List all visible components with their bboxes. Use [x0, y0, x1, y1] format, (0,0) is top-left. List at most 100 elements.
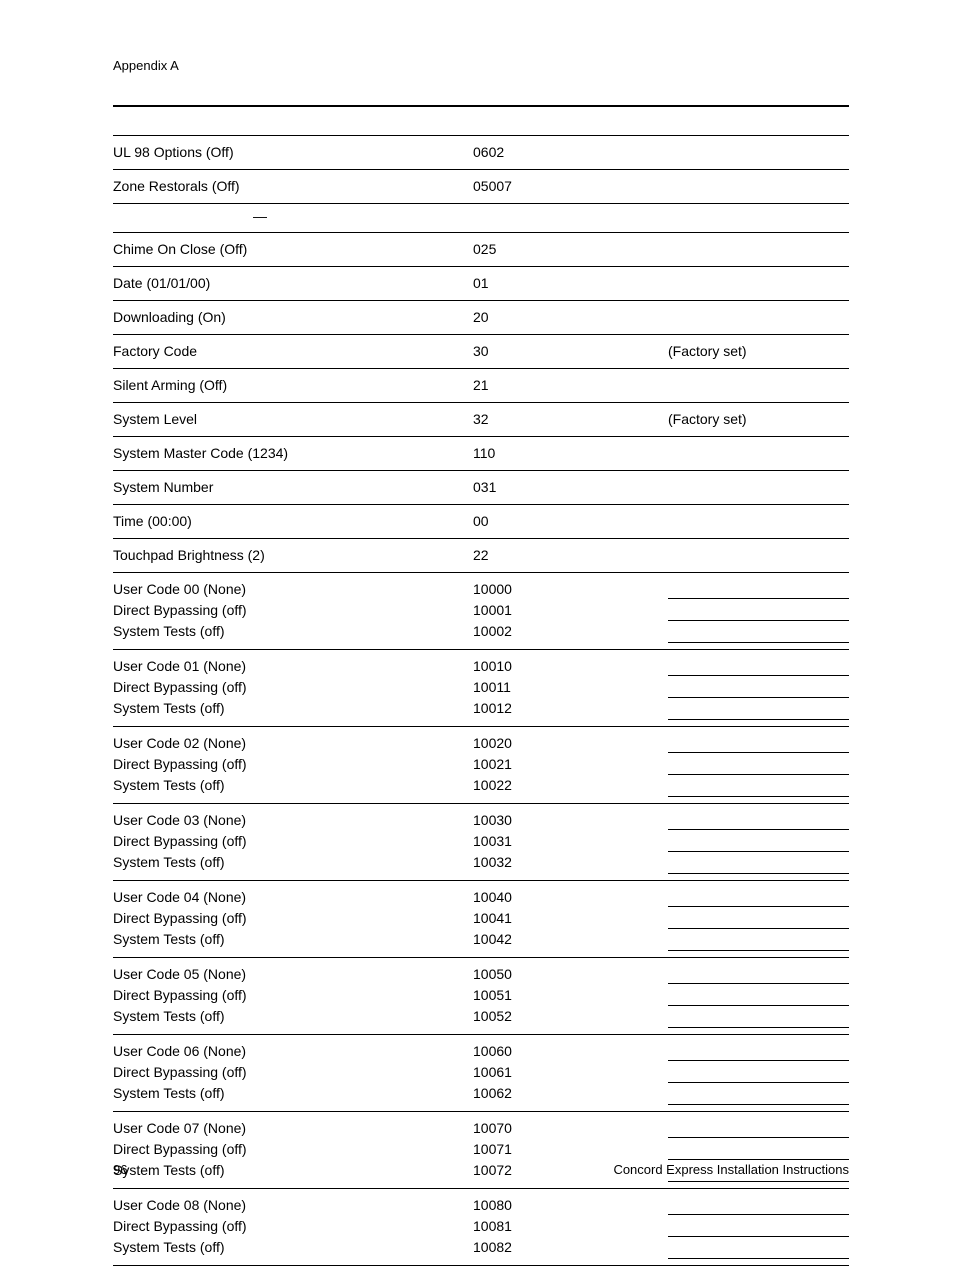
user-code-label-line: Direct Bypassing (off) — [113, 677, 473, 698]
blank-fill-line — [668, 603, 849, 621]
setting-name: Time (00:00) — [113, 511, 473, 532]
user-code-blanks — [668, 656, 849, 720]
user-code-values: 100201002110022 — [473, 733, 668, 796]
setting-code: 05007 — [473, 176, 668, 197]
blank-fill-line — [668, 988, 849, 1006]
user-code-value-line: 10001 — [473, 600, 668, 621]
setting-code: 031 — [473, 477, 668, 498]
user-code-row: User Code 05 (None)Direct Bypassing (off… — [113, 958, 849, 1035]
setting-note: (Factory set) — [668, 409, 849, 430]
blank-fill-line — [668, 757, 849, 775]
user-code-blanks — [668, 964, 849, 1028]
setting-code: 00 — [473, 511, 668, 532]
blank-fill-line — [668, 966, 849, 984]
user-code-value-line: 10031 — [473, 831, 668, 852]
user-code-label-line: User Code 02 (None) — [113, 733, 473, 754]
user-code-labels: User Code 05 (None)Direct Bypassing (off… — [113, 964, 473, 1027]
blank-fill-line — [668, 779, 849, 797]
setting-name: Date (01/01/00) — [113, 273, 473, 294]
user-code-row: User Code 04 (None)Direct Bypassing (off… — [113, 881, 849, 958]
user-code-labels: User Code 00 (None)Direct Bypassing (off… — [113, 579, 473, 642]
user-code-labels: User Code 04 (None)Direct Bypassing (off… — [113, 887, 473, 950]
setting-code: 0602 — [473, 142, 668, 163]
user-code-blanks — [668, 579, 849, 643]
user-code-label-line: System Tests (off) — [113, 1006, 473, 1027]
user-code-value-line: 10080 — [473, 1195, 668, 1216]
user-code-blanks — [668, 1041, 849, 1105]
user-code-label-line: User Code 05 (None) — [113, 964, 473, 985]
table-row: Zone Restorals (Off)05007 — [113, 170, 849, 204]
table-row: Silent Arming (Off)21 — [113, 369, 849, 403]
blank-fill-line — [668, 735, 849, 753]
setting-note: (Factory set) — [668, 341, 849, 362]
user-code-value-line: 10020 — [473, 733, 668, 754]
blank-fill-line — [668, 1197, 849, 1215]
setting-code: 20 — [473, 307, 668, 328]
user-code-row: User Code 00 (None)Direct Bypassing (off… — [113, 573, 849, 650]
user-code-label-line: System Tests (off) — [113, 1083, 473, 1104]
blank-fill-line — [668, 1219, 849, 1237]
user-code-values: 100501005110052 — [473, 964, 668, 1027]
blank-fill-line — [668, 911, 849, 929]
setting-name: System Level — [113, 409, 473, 430]
user-code-values: 100301003110032 — [473, 810, 668, 873]
user-code-labels: User Code 03 (None)Direct Bypassing (off… — [113, 810, 473, 873]
user-code-values: 100101001110012 — [473, 656, 668, 719]
blank-fill-line — [668, 702, 849, 720]
user-code-row: User Code 08 (None)Direct Bypassing (off… — [113, 1189, 849, 1266]
table-row: Time (00:00)00 — [113, 505, 849, 539]
setting-name: UL 98 Options (Off) — [113, 142, 473, 163]
blank-fill-line — [668, 581, 849, 599]
user-code-value-line: 10021 — [473, 754, 668, 775]
table-row: Factory Code30(Factory set) — [113, 335, 849, 369]
user-code-values: 100001000110002 — [473, 579, 668, 642]
blank-fill-line — [668, 834, 849, 852]
user-code-blanks — [668, 1195, 849, 1259]
blank-fill-line — [668, 1065, 849, 1083]
setting-code: 01 — [473, 273, 668, 294]
user-code-label-line: Direct Bypassing (off) — [113, 1216, 473, 1237]
user-code-value-line: 10030 — [473, 810, 668, 831]
blank-fill-line — [668, 1087, 849, 1105]
setting-name: Factory Code — [113, 341, 473, 362]
user-code-label-line: System Tests (off) — [113, 1237, 473, 1258]
setting-name: Zone Restorals (Off) — [113, 176, 473, 197]
setting-name: System Master Code (1234) — [113, 443, 473, 464]
blank-fill-line — [668, 1010, 849, 1028]
user-code-label-line: Direct Bypassing (off) — [113, 831, 473, 852]
user-code-labels: User Code 06 (None)Direct Bypassing (off… — [113, 1041, 473, 1104]
user-code-value-line: 10070 — [473, 1118, 668, 1139]
user-code-label-line: System Tests (off) — [113, 698, 473, 719]
user-code-value-line: 10060 — [473, 1041, 668, 1062]
setting-name: Silent Arming (Off) — [113, 375, 473, 396]
blank-fill-line — [668, 889, 849, 907]
header-rule — [113, 105, 849, 107]
user-code-value-line: 10041 — [473, 908, 668, 929]
setting-name: Downloading (On) — [113, 307, 473, 328]
user-code-value-line: 10012 — [473, 698, 668, 719]
blank-fill-line — [668, 856, 849, 874]
user-code-blanks — [668, 733, 849, 797]
user-code-label-line: User Code 03 (None) — [113, 810, 473, 831]
table-row: Touchpad Brightness (2)22 — [113, 539, 849, 573]
user-code-value-line: 10010 — [473, 656, 668, 677]
setting-name: Chime On Close (Off) — [113, 239, 473, 260]
page-number: 96 — [113, 1162, 127, 1177]
dash-separator: — — [113, 204, 849, 232]
user-code-label-line: Direct Bypassing (off) — [113, 754, 473, 775]
setting-code: 22 — [473, 545, 668, 566]
footer: 96 Concord Express Installation Instruct… — [113, 1162, 849, 1177]
user-code-blanks — [668, 810, 849, 874]
user-code-label-line: User Code 08 (None) — [113, 1195, 473, 1216]
user-code-label-line: Direct Bypassing (off) — [113, 908, 473, 929]
user-code-value-line: 10040 — [473, 887, 668, 908]
setting-code: 21 — [473, 375, 668, 396]
user-code-value-line: 10051 — [473, 985, 668, 1006]
table-row: Chime On Close (Off)025 — [113, 232, 849, 267]
user-code-label-line: Direct Bypassing (off) — [113, 985, 473, 1006]
user-code-value-line: 10042 — [473, 929, 668, 950]
setting-code: 30 — [473, 341, 668, 362]
user-code-values: 100801008110082 — [473, 1195, 668, 1258]
user-code-value-line: 10022 — [473, 775, 668, 796]
user-code-labels: User Code 02 (None)Direct Bypassing (off… — [113, 733, 473, 796]
